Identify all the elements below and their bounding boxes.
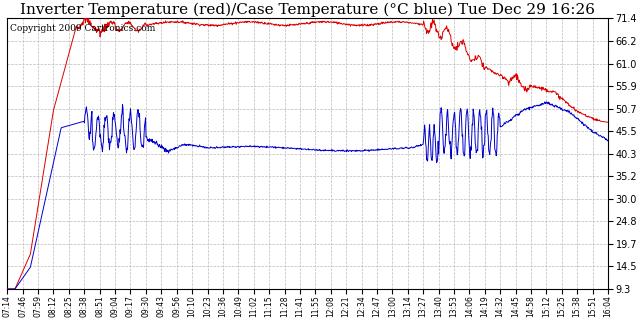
Title: Inverter Temperature (red)/Case Temperature (°C blue) Tue Dec 29 16:26: Inverter Temperature (red)/Case Temperat…	[20, 3, 595, 17]
Text: Copyright 2009 Cartronics.com: Copyright 2009 Cartronics.com	[10, 24, 156, 33]
